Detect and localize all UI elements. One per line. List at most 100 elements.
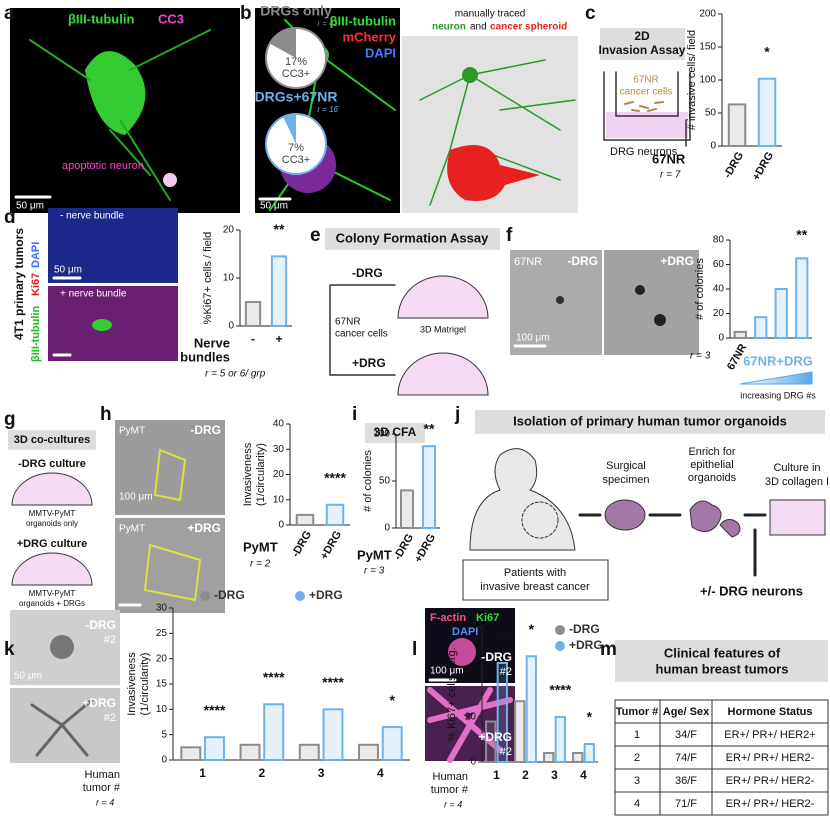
legend-marker: [555, 625, 565, 635]
label: #2: [104, 634, 116, 646]
axis-title: (1/circularity): [255, 443, 267, 506]
label: Colony Formation Assay: [336, 230, 489, 245]
table-cell: 3: [634, 775, 640, 787]
y-tick-label: 0: [718, 333, 724, 344]
colony: [635, 285, 645, 295]
label: F-actin: [430, 612, 466, 624]
traced-neuron: [462, 67, 478, 83]
y-tick-label: 10: [156, 704, 168, 715]
label: organoids + DRGs: [19, 599, 85, 608]
bar: [381, 726, 403, 761]
label: 67NR: [633, 75, 659, 86]
y-tick-label: 60: [465, 622, 477, 633]
patient: [469, 448, 576, 551]
label: -DRG: [352, 266, 383, 280]
nerve: [92, 319, 112, 331]
bar: [733, 330, 747, 339]
bar: [485, 720, 497, 763]
label: mCherry: [343, 29, 397, 44]
label: Culture in: [773, 462, 820, 474]
label: +DRG: [660, 254, 694, 268]
label: cancer spheroid: [490, 22, 567, 33]
significance: ****: [324, 470, 346, 486]
patient-box: [462, 559, 609, 601]
traced-neurite: [419, 59, 576, 206]
legend-marker: [295, 591, 305, 601]
gradient-wedge: [739, 371, 813, 385]
label: 3D Matrigel: [420, 324, 466, 334]
x-tick-label: -DRG: [290, 529, 314, 559]
panel-letter: h: [100, 404, 112, 425]
bar: [325, 503, 345, 526]
table-cell: 4: [634, 798, 640, 810]
label: 50 μm: [54, 265, 82, 276]
y-tick-label: 100: [699, 75, 716, 86]
label: Surgical: [606, 460, 646, 472]
legend-marker: [200, 591, 210, 601]
label: Human: [85, 769, 120, 781]
label: βIII-tubulin: [68, 11, 134, 26]
label: bundles: [180, 349, 230, 364]
y-tick-label: 0: [470, 757, 476, 768]
x-tick-label: 3: [551, 768, 558, 782]
table-cell: 2: [634, 752, 640, 764]
bar: [795, 257, 809, 339]
outline: [143, 448, 202, 602]
organoid: [50, 635, 74, 659]
dish: [769, 499, 826, 536]
x-tick-label: +DRG: [412, 532, 438, 565]
label: 7%: [288, 142, 304, 154]
title-box: [8, 430, 96, 450]
y-tick-label: 20: [465, 712, 477, 723]
label: +DRG: [352, 356, 386, 370]
bar: [180, 746, 202, 761]
label: #2: [500, 666, 512, 678]
colony: [654, 314, 666, 326]
table-cell: 36/F: [675, 775, 697, 787]
bar: [572, 752, 584, 763]
y-tick-label: 40: [713, 284, 725, 295]
label: -DRG: [567, 254, 598, 268]
title-box: [615, 640, 828, 682]
micrograph: [48, 208, 178, 283]
y-tick-label: 20: [223, 225, 235, 236]
bar: [727, 103, 747, 147]
label: DRG neurons: [610, 146, 678, 158]
label: +/- DRG neurons: [700, 583, 803, 598]
bar: [754, 316, 768, 339]
neurite: [29, 29, 211, 201]
table-cell: 1: [634, 729, 640, 741]
bar: [244, 301, 262, 327]
label: r = 2: [250, 559, 271, 570]
axis-title: % Ki67+ cells / org.: [446, 647, 458, 741]
table-cell: ER+/ PR+/ HER2-: [726, 798, 815, 810]
label: MMTV-PyMT: [29, 509, 76, 518]
label: PyMT: [119, 524, 145, 535]
legend-label: -DRG: [214, 588, 245, 602]
pie-slice: [269, 28, 296, 58]
x-tick-label: 4: [377, 766, 384, 780]
label: Enrich for: [688, 446, 735, 458]
label: r = 7: [660, 170, 681, 181]
axis-title: Invasiveness: [126, 652, 138, 716]
x-tick-label: 1: [199, 766, 206, 780]
label: -DRG: [190, 423, 221, 437]
label: 50 μm: [16, 201, 44, 212]
bar: [774, 288, 788, 339]
panel-letter: j: [454, 404, 460, 425]
y-tick-label: 30: [156, 603, 168, 614]
significance: *: [529, 621, 535, 637]
y-tick-label: 5: [161, 729, 167, 740]
label: Ki67: [30, 273, 42, 296]
bar: [421, 445, 437, 529]
bar: [203, 736, 225, 762]
y-tick-label: 0: [161, 755, 167, 766]
label: cancer cells: [335, 329, 388, 340]
label: +DRG: [187, 521, 221, 535]
label: CC3: [158, 11, 184, 26]
micrograph: [10, 688, 120, 763]
table-grid: [614, 699, 829, 816]
significance: ****: [491, 628, 513, 644]
x-tick-label: +: [275, 332, 282, 346]
significance: *: [389, 692, 395, 708]
